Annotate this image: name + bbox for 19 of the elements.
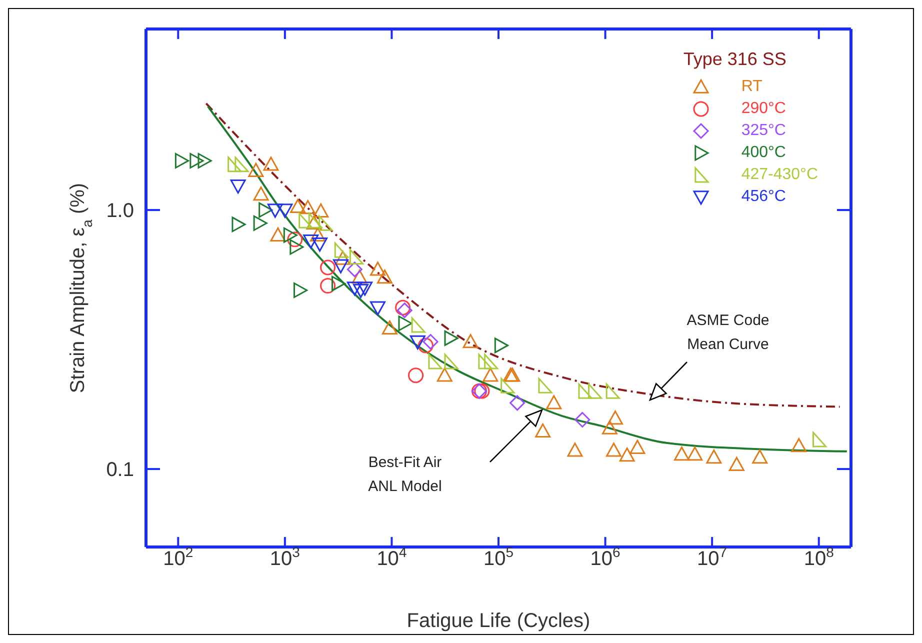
legend-label: 325°C bbox=[741, 122, 786, 140]
annotation: ASME Code Mean Curve bbox=[686, 312, 770, 353]
x-tick-label: 10$^{6}$ bbox=[590, 544, 621, 570]
x-axis-title: Fatigue Life (Cycles) bbox=[406, 610, 590, 632]
legend-label: 427-430°C bbox=[741, 166, 818, 184]
y-tick-label: 0.1 bbox=[106, 459, 134, 482]
legend-title: Type 316 SS bbox=[683, 49, 788, 70]
x-tick-label: 10$^{2}$ bbox=[163, 544, 194, 570]
x-tick-label: 10$^{7}$ bbox=[697, 544, 728, 570]
legend-label: 400°C bbox=[741, 144, 786, 162]
x-tick-label: 10$^{4}$ bbox=[376, 544, 407, 570]
legend-label: 290°C bbox=[741, 100, 786, 118]
x-tick-label: 10$^{8}$ bbox=[804, 544, 834, 570]
x-tick-label: 10$^{3}$ bbox=[270, 544, 300, 570]
legend-label: 456°C bbox=[741, 188, 786, 206]
legend-label: RT bbox=[741, 78, 762, 96]
annotation: Best-Fit Air ANL Model bbox=[368, 454, 442, 495]
y-tick-label: 1.0 bbox=[106, 200, 134, 222]
x-tick-label: 10$^{5}$ bbox=[483, 544, 514, 570]
